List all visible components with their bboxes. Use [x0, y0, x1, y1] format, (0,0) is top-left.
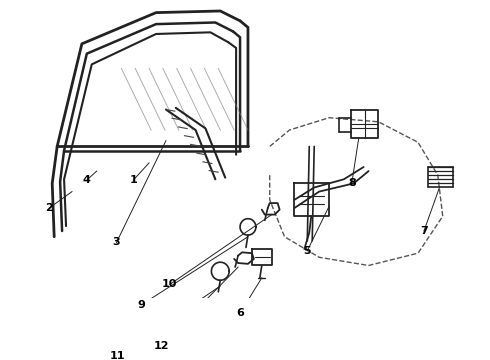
Text: 8: 8 [348, 179, 356, 188]
Text: 3: 3 [113, 238, 120, 247]
Text: 10: 10 [162, 279, 177, 289]
Text: 1: 1 [129, 175, 137, 185]
Text: 7: 7 [420, 226, 428, 236]
Text: 6: 6 [236, 308, 244, 318]
Text: 2: 2 [46, 203, 53, 213]
Text: 12: 12 [153, 341, 169, 351]
Text: 5: 5 [303, 246, 311, 256]
Text: 9: 9 [137, 300, 145, 310]
Text: 4: 4 [83, 175, 91, 185]
Text: 11: 11 [110, 351, 125, 360]
